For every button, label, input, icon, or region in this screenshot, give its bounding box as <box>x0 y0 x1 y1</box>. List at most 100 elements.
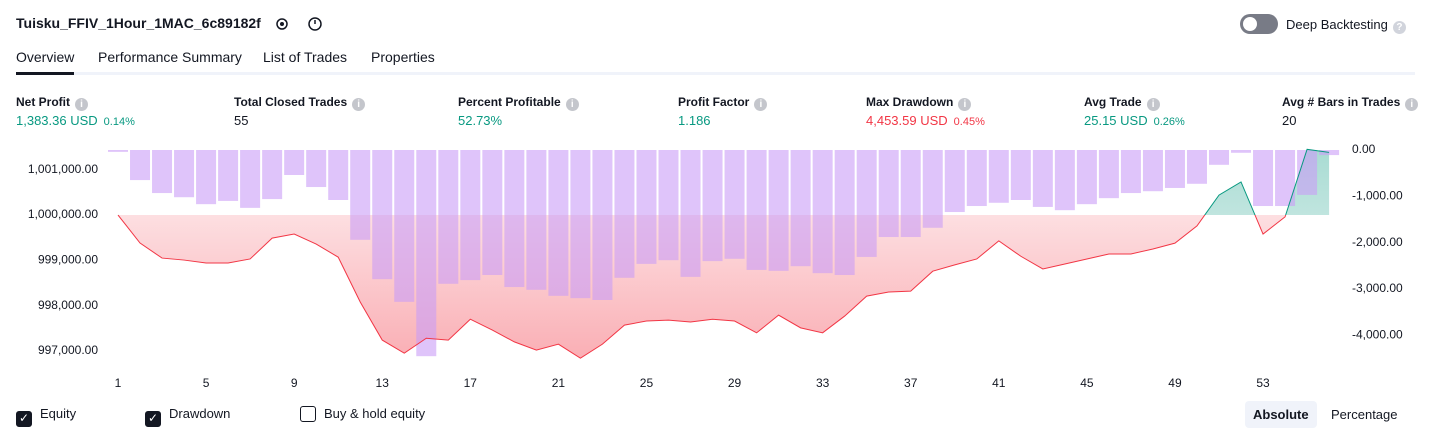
drawdown-bar <box>592 150 613 300</box>
drawdown-bar <box>1054 150 1075 211</box>
drawdown-bar <box>1120 150 1141 194</box>
checkbox[interactable] <box>300 406 316 422</box>
drawdown-bar <box>746 150 767 270</box>
metric-value-text: 4,453.59 USD <box>866 113 948 128</box>
drawdown-bar <box>306 150 327 188</box>
mode-button[interactable]: Percentage <box>1331 407 1398 422</box>
drawdown-bar <box>1142 150 1163 192</box>
x-tick-label: 25 <box>640 376 654 390</box>
tab[interactable]: Performance Summary <box>98 49 242 65</box>
drawdown-bar <box>1297 150 1318 195</box>
mode-button[interactable]: Absolute <box>1245 401 1317 428</box>
x-tick-label: 5 <box>203 376 210 390</box>
metric-value-text: 25.15 USD <box>1084 113 1148 128</box>
drawdown-bar <box>1231 150 1252 153</box>
metric-label: Percent Profitable i <box>458 95 579 111</box>
info-icon: i <box>565 98 579 111</box>
toggle-label: Deep Backtesting? <box>1286 17 1406 34</box>
drawdown-bar <box>372 150 393 280</box>
tab[interactable]: List of Trades <box>263 49 348 65</box>
drawdown-bar <box>328 150 349 200</box>
y2-tick-label: -1,000.00 <box>1352 188 1403 202</box>
drawdown-bar <box>1010 150 1031 200</box>
info-icon: i <box>75 98 88 111</box>
metric-label: Avg # Bars in Trades i <box>1282 95 1419 111</box>
tab[interactable]: Properties <box>371 49 435 65</box>
x-tick-label: 33 <box>816 376 830 390</box>
x-tick-label: 29 <box>728 376 742 390</box>
drawdown-bar <box>988 150 1009 203</box>
legend-item[interactable]: Buy & hold equity <box>300 406 425 422</box>
metric-value: 52.73% <box>458 113 502 128</box>
tab-underline <box>16 72 74 75</box>
drawdown-bar <box>152 150 173 194</box>
drawdown-bar <box>1186 150 1207 184</box>
drawdown-bar <box>812 150 833 274</box>
drawdown-bar <box>1164 150 1185 188</box>
drawdown-bar <box>790 150 811 267</box>
metric-label: Avg Trade i <box>1084 95 1160 111</box>
drawdown-bar <box>460 150 481 281</box>
y-tick-label: 999,000.00 <box>38 253 98 267</box>
drawdown-bar <box>174 150 195 198</box>
metric-label: Total Closed Trades i <box>234 95 366 111</box>
metric-label: Net Profit i <box>16 95 88 111</box>
x-tick-label: 41 <box>992 376 1006 390</box>
metric-value: 20 <box>1282 113 1296 128</box>
drawdown-bar <box>218 150 239 201</box>
drawdown-bar <box>702 150 723 262</box>
x-tick-label: 1 <box>115 376 122 390</box>
checkbox[interactable]: ✓ <box>16 411 32 427</box>
toggle[interactable] <box>1240 14 1278 34</box>
metric-percent: 0.26% <box>1153 116 1185 128</box>
chart: 1,001,000.00 1,000,000.00 999,000.00 998,00… <box>28 142 1403 390</box>
metric-value: 55 <box>234 113 248 128</box>
metric-value-text: 55 <box>234 113 249 128</box>
drawdown-bar <box>1253 150 1274 207</box>
drawdown-bar <box>614 150 635 278</box>
legend-item[interactable]: ✓ Equity <box>16 406 76 427</box>
x-tick-label: 13 <box>376 376 390 390</box>
drawdown-bar <box>504 150 525 288</box>
drawdown-bar <box>1319 150 1340 156</box>
drawdown-bar <box>922 150 943 228</box>
y2-tick-label: -3,000.00 <box>1352 281 1403 295</box>
drawdown-bar <box>130 150 151 181</box>
drawdown-bar <box>1275 150 1296 207</box>
legend-label: Drawdown <box>169 406 231 421</box>
drawdown-bar <box>196 150 217 205</box>
drawdown-bar <box>416 150 437 357</box>
strategy-title: Tuisku_FFIV_1Hour_1MAC_6c89182f <box>16 15 261 31</box>
info-icon: i <box>958 98 972 111</box>
metric-value-text: 52.73% <box>458 113 503 128</box>
metric-value: 25.15 USD 0.26% <box>1084 113 1185 128</box>
drawdown-bar <box>856 150 877 257</box>
y-tick-label: 997,000.00 <box>38 343 98 357</box>
drawdown-bar <box>526 150 547 290</box>
metric-percent: 0.45% <box>953 116 985 128</box>
drawdown-bar <box>834 150 855 275</box>
legend-label: Buy & hold equity <box>324 406 426 421</box>
equity-line-down <box>117 215 1287 359</box>
drawdown-bar <box>944 150 965 213</box>
drawdown-bar <box>900 150 921 238</box>
legend-label: Equity <box>40 406 77 421</box>
checkbox[interactable]: ✓ <box>145 411 161 427</box>
legend-item[interactable]: ✓ Drawdown <box>145 406 230 427</box>
x-tick-label: 53 <box>1256 376 1270 390</box>
drawdown-bar <box>636 150 657 264</box>
y-tick-label: 1,001,000.00 <box>28 162 98 176</box>
x-tick-label: 37 <box>904 376 918 390</box>
drawdown-bar <box>1209 150 1229 165</box>
x-tick-label: 9 <box>291 376 298 390</box>
drawdown-bar <box>1032 150 1053 207</box>
y2-tick-label: 0.00 <box>1352 142 1376 156</box>
x-tick-label: 49 <box>1168 376 1182 390</box>
drawdown-bar <box>878 150 899 238</box>
info-icon: i <box>1405 98 1419 111</box>
toggle-text: Deep Backtesting <box>1286 17 1388 32</box>
tab[interactable]: Overview <box>16 49 75 65</box>
drawdown-bar <box>262 150 283 200</box>
drawdown-bar <box>658 150 679 261</box>
